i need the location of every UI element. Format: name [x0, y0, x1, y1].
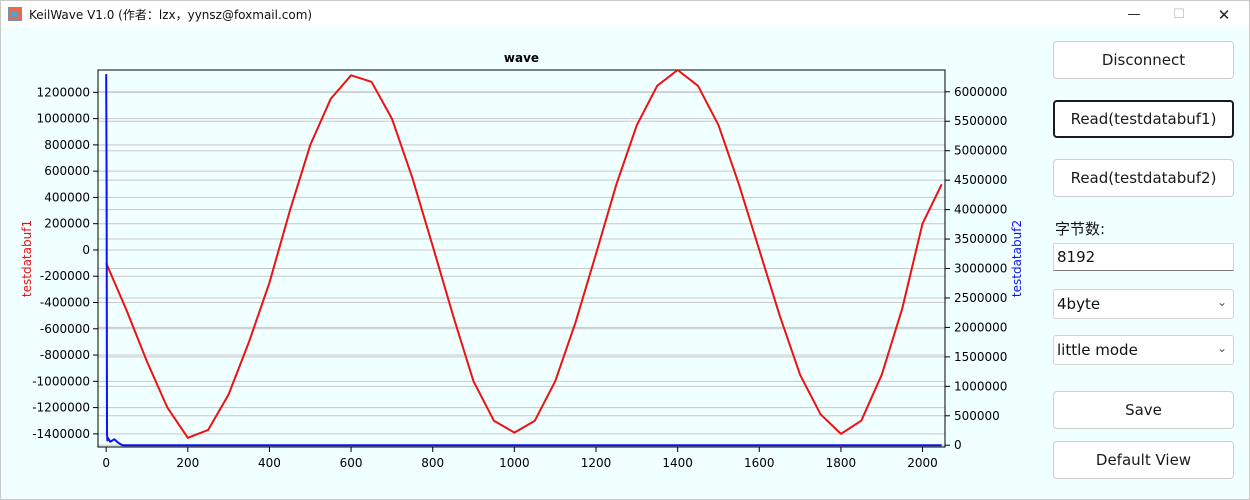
y-tick-label: -400000	[40, 296, 90, 310]
y-tick-label: -1200000	[32, 401, 90, 415]
close-icon[interactable]: ✕	[1217, 5, 1231, 24]
byte-count-input[interactable]: 8192	[1053, 243, 1234, 271]
y2-tick-label: 3000000	[954, 262, 1007, 276]
x-tick-label: 800	[421, 456, 444, 470]
y2-axis-label: testdatabuf2	[1010, 220, 1024, 297]
x-tick-label: 200	[176, 456, 199, 470]
y2-tick-label: 0	[954, 438, 962, 452]
y-tick-label: -1400000	[32, 427, 90, 441]
y2-tick-label: 1000000	[954, 379, 1007, 393]
x-tick-label: 1200	[581, 456, 612, 470]
plot-frame	[97, 69, 946, 448]
wave-plot[interactable]: 0 200 400 600 800 1000 1200 1400 1600 1800 2000 -14…	[1, 28, 1041, 498]
maximize-icon[interactable]: ☐	[1173, 7, 1185, 22]
chevron-down-icon: ⌄	[1216, 295, 1227, 309]
y-tick-label: 200000	[44, 217, 90, 231]
x-tick-label: 400	[258, 456, 281, 470]
y-tick-label: 0	[82, 243, 90, 257]
y-tick-label: -200000	[40, 269, 90, 283]
byte-width-select[interactable]: 4byte ⌄	[1053, 289, 1234, 319]
x-tick-label: 0	[102, 456, 110, 470]
chevron-down-icon: ⌄	[1216, 341, 1227, 355]
y2-tick-label: 3500000	[954, 232, 1007, 246]
x-tick-label: 1000	[499, 456, 530, 470]
x-tick-label: 1800	[826, 456, 857, 470]
y2-tick-label: 5500000	[954, 114, 1007, 128]
y-tick-label: -600000	[40, 322, 90, 336]
y2-tick-label: 5000000	[954, 144, 1007, 158]
y2-tick-label: 4500000	[954, 173, 1007, 187]
app-icon	[8, 7, 22, 21]
y-tick-label: 800000	[44, 138, 90, 152]
plot-background	[98, 70, 945, 447]
y-tick-label: 1200000	[37, 85, 90, 99]
y2-tick-label: 1500000	[954, 350, 1007, 364]
y2-tick-label: 2500000	[954, 291, 1007, 305]
y-tick-label: 1000000	[37, 112, 90, 126]
default-view-button[interactable]: Default View	[1053, 441, 1234, 479]
y-tick-label: -1000000	[32, 374, 90, 388]
y-axis-label: testdatabuf1	[20, 220, 34, 297]
read-testdatabuf1-button[interactable]: Read(testdatabuf1)	[1053, 100, 1234, 138]
y2-tick-label: 500000	[954, 409, 1000, 423]
byte-width-value: 4byte	[1057, 295, 1101, 313]
disconnect-button[interactable]: Disconnect	[1053, 41, 1234, 79]
save-button[interactable]: Save	[1053, 391, 1234, 429]
x-tick-label: 1600	[744, 456, 775, 470]
x-tick-label: 1400	[662, 456, 693, 470]
y2-tick-label: 6000000	[954, 85, 1007, 99]
read-testdatabuf2-button[interactable]: Read(testdatabuf2)	[1053, 159, 1234, 197]
byte-count-label: 字节数:	[1055, 220, 1106, 238]
window-title: KeilWave V1.0 (作者：lzx，yynsz@foxmail.com)	[29, 8, 313, 22]
minimize-icon[interactable]: —	[1127, 7, 1141, 22]
series-line-testdatabuf2	[105, 74, 942, 447]
endian-mode-select[interactable]: little mode ⌄	[1053, 335, 1234, 365]
y-tick-label: -800000	[40, 348, 90, 362]
series-line-testdatabuf1	[105, 69, 943, 439]
wave-chart[interactable]: 0 200 400 600 800 1000 1200 1400 1600 1800 2000 -14…	[1, 28, 1041, 498]
y2-tick-label: 4000000	[954, 203, 1007, 217]
chart-title: wave	[504, 51, 539, 65]
title-bar[interactable]: KeilWave V1.0 (作者：lzx，yynsz@foxmail.com)…	[1, 1, 1249, 28]
endian-mode-value: little mode	[1057, 341, 1138, 359]
x-tick-label: 600	[340, 456, 363, 470]
y2-tick-label: 2000000	[954, 320, 1007, 334]
x-tick-label: 2000	[907, 456, 938, 470]
y-tick-label: 600000	[44, 164, 90, 178]
y-tick-label: 400000	[44, 190, 90, 204]
